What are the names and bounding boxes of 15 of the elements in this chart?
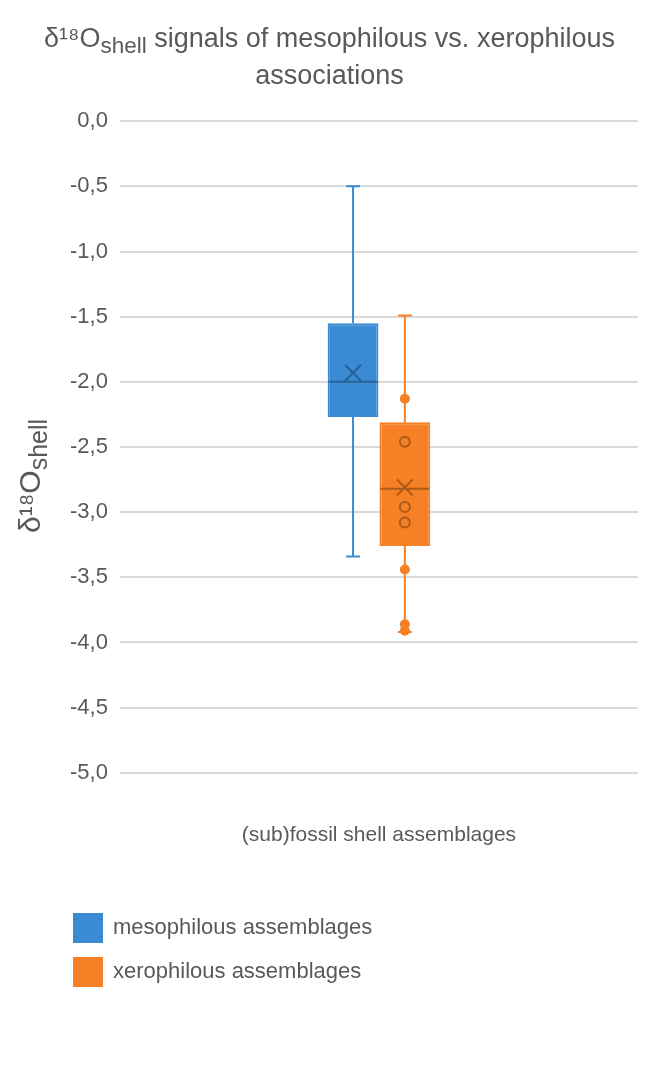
y-tick-label: -2,0 <box>69 367 108 393</box>
legend-label: mesophilous assemblages <box>113 913 373 939</box>
y-tick-label: -2,5 <box>69 432 108 458</box>
y-tick-label: -3,5 <box>69 563 108 589</box>
y-tick-label: -1,0 <box>69 237 108 263</box>
chart-title: δ¹⁸O$_{shell}$ signals of mesophilous vs. xerophilous associations <box>43 22 616 93</box>
y-tick-label: -4,0 <box>69 628 108 654</box>
y-tick-label: 0,0 <box>77 107 108 133</box>
y-tick-label: -5,0 <box>69 758 108 784</box>
y-tick-label: -1,5 <box>69 302 108 328</box>
y-tick-label: -3,0 <box>69 498 108 523</box>
y-tick-label: -0,5 <box>69 172 108 198</box>
y-tick-label: -4,5 <box>69 693 108 719</box>
x-tick-label: (sub)fossil shell assemblages <box>241 821 517 845</box>
legend-label: xerophilous assemblages <box>113 957 362 983</box>
